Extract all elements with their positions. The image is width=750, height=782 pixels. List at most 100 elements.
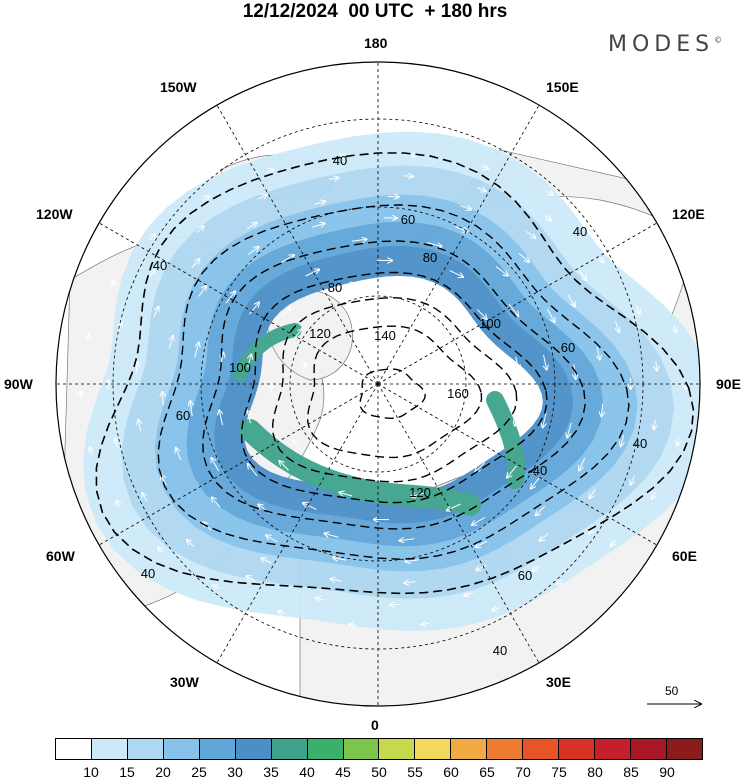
- reference-vector-label: 50: [665, 684, 679, 698]
- brand-logo: MODES©: [608, 32, 722, 57]
- wind-vector: [248, 354, 252, 368]
- wind-vector: [153, 307, 159, 318]
- wind-vector: [115, 438, 117, 448]
- wind-vector: [615, 321, 619, 332]
- colorbar-segment: [595, 739, 631, 759]
- contour-label: 40: [533, 463, 547, 478]
- contour-80: [201, 240, 587, 530]
- contour-label: 80: [328, 280, 342, 295]
- wind-vector: [677, 438, 679, 445]
- wind-vector: [507, 465, 517, 478]
- wind-vector: [212, 497, 221, 508]
- wind-vector: [90, 447, 92, 455]
- wind-vector: [280, 308, 291, 318]
- colorbar-label: 10: [83, 764, 99, 780]
- wind-vector: [492, 608, 500, 611]
- wind-vector: [305, 270, 320, 277]
- wind-vector: [150, 234, 155, 241]
- wind-vector: [656, 361, 657, 370]
- colorbar-label: 55: [407, 764, 423, 780]
- wind-vector: [359, 303, 370, 305]
- meridian-label-150e: 150E: [546, 79, 579, 95]
- wind-vector: [158, 547, 163, 554]
- colorbar-segment: [271, 739, 308, 759]
- colorbar-label: 75: [551, 764, 567, 780]
- wind-vector: [258, 195, 267, 199]
- meridian-label-90e: 90E: [716, 376, 741, 392]
- jet-core-0: [239, 419, 481, 516]
- wind-vector: [546, 308, 554, 322]
- wind-vector: [411, 493, 424, 496]
- wind-vector: [329, 178, 338, 180]
- wind-vector: [278, 611, 286, 614]
- meridian-label-120e: 120E: [672, 206, 705, 222]
- wind-vector: [279, 461, 289, 471]
- wind-vector: [303, 363, 306, 373]
- wind-vector: [351, 326, 361, 329]
- wind-vector: [597, 254, 604, 262]
- wind-vector: [316, 598, 326, 600]
- wind-vector: [495, 266, 508, 275]
- wind-vector: [486, 355, 490, 367]
- wind-vector: [567, 422, 572, 438]
- meridian-label-60e: 60E: [672, 548, 697, 564]
- wind-vector: [485, 415, 489, 426]
- wind-vector: [603, 226, 608, 233]
- wind-vector: [601, 403, 603, 416]
- colorbar-segment: [631, 739, 667, 759]
- wind-vector: [434, 311, 445, 318]
- wind-vector: [508, 303, 518, 316]
- wind-vector: [196, 226, 204, 233]
- colorbar-label: 85: [623, 764, 639, 780]
- brand-mark: ©: [714, 35, 723, 45]
- wind-vector: [515, 412, 519, 426]
- wind-vector: [247, 247, 259, 255]
- wind-vector: [531, 476, 541, 489]
- wind-vector: [646, 272, 650, 280]
- wind-vector: [191, 259, 199, 268]
- wind-vector: [621, 435, 624, 446]
- contour-label: 40: [633, 436, 647, 451]
- wind-vector: [480, 166, 488, 169]
- wind-vector: [406, 560, 419, 562]
- colorbar-label: 40: [299, 764, 315, 780]
- contour-label: 120: [409, 485, 431, 500]
- meridian-label-90w: 90W: [4, 376, 33, 392]
- colorbar-segment: [235, 739, 272, 759]
- wind-vector: [357, 474, 368, 476]
- colorbar-label: 80: [587, 764, 603, 780]
- wind-vector: [477, 309, 486, 320]
- colorbar: [55, 738, 703, 760]
- wind-vectors: [81, 155, 686, 626]
- wind-vector: [636, 304, 640, 314]
- reference-vector: 50: [645, 684, 705, 714]
- contour-label: 60: [561, 340, 575, 355]
- wind-vector: [387, 196, 399, 197]
- contour-140: [306, 325, 483, 459]
- wind-vector: [404, 582, 416, 583]
- wind-vector: [142, 493, 148, 502]
- colorbar-segment: [559, 739, 596, 759]
- colorbar-segment: [666, 739, 702, 759]
- wind-vector: [336, 156, 345, 157]
- wind-vector: [460, 206, 471, 210]
- colorbar-label: 30: [227, 764, 243, 780]
- colorbar-segment: [163, 739, 200, 759]
- wind-vector: [403, 176, 413, 177]
- wind-vector: [169, 336, 173, 349]
- contour-label: 40: [153, 258, 167, 273]
- wind-vector: [540, 533, 549, 541]
- colorbar-label: 70: [515, 764, 531, 780]
- wind-vector: [567, 294, 575, 306]
- wind-vector: [532, 565, 541, 571]
- latitude-circle: [289, 295, 467, 473]
- contour-label: 40: [573, 224, 587, 239]
- brand-name: MODES: [608, 32, 715, 57]
- wind-vector: [248, 464, 258, 477]
- contour-label: 60: [518, 568, 532, 583]
- geopotential-contours: [95, 152, 695, 595]
- colorbar-segment: [91, 739, 128, 759]
- jet-core-1: [486, 391, 526, 489]
- contour-120: [271, 297, 518, 483]
- colorbar-label: 20: [155, 764, 171, 780]
